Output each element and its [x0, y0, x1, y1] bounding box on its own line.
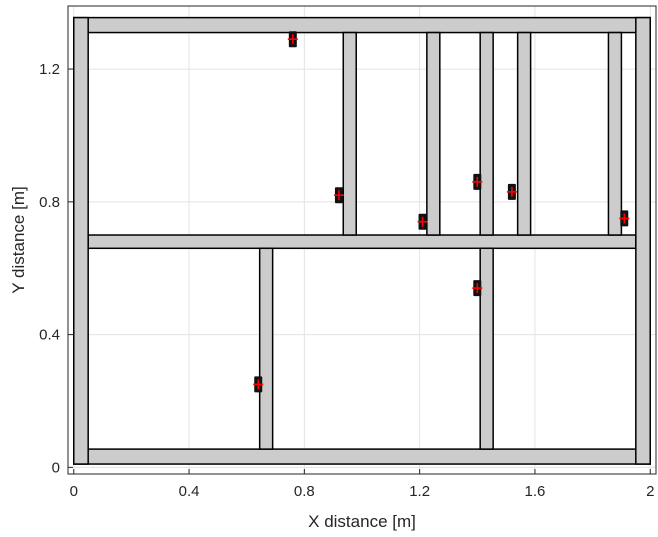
upper-stud-1: [342, 31, 357, 236]
bottom-beam: [73, 448, 651, 465]
left-post: [73, 16, 89, 465]
x-tick-label: 0.4: [179, 483, 200, 500]
top-beam: [73, 16, 651, 34]
y-tick-label: 0: [52, 459, 60, 476]
data-point: [472, 280, 483, 297]
data-point: [506, 183, 517, 200]
middle-beam: [87, 234, 637, 250]
lower-stud-2: [479, 247, 494, 450]
upper-stud-5: [607, 31, 623, 236]
x-tick-label: 1.2: [409, 483, 430, 500]
data-point: [417, 213, 428, 230]
x-tick-label: 0: [70, 483, 78, 500]
data-point: [253, 376, 264, 393]
data-point: [619, 210, 630, 227]
right-post: [635, 16, 651, 465]
data-point: [287, 31, 298, 48]
x-axis-label: X distance [m]: [308, 512, 416, 531]
y-tick-label: 0.4: [39, 327, 60, 344]
axes-box: [67, 5, 657, 475]
upper-stud-3: [479, 31, 494, 236]
data-points: [253, 31, 630, 393]
upper-stud-2: [426, 31, 441, 236]
y-tick-label: 0.8: [39, 194, 60, 211]
y-tick-label: 1.2: [39, 61, 60, 78]
x-tick-label: 2: [646, 483, 654, 500]
x-tick-label: 0.8: [294, 483, 315, 500]
frame-structure: [73, 16, 651, 465]
data-point: [333, 187, 344, 204]
y-axis-label: Y distance [m]: [9, 186, 28, 293]
lower-stud-1: [258, 247, 274, 450]
axis-ticks: 0 0.4 0.8 1.2 1.6 2 0 0.4 0.8 1.2: [39, 61, 654, 500]
upper-stud-4: [516, 31, 532, 236]
x-tick-label: 1.6: [525, 483, 546, 500]
data-point: [472, 173, 483, 190]
